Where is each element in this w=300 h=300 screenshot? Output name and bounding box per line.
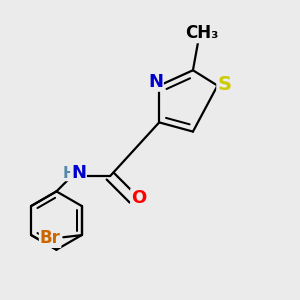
Text: N: N xyxy=(148,73,163,91)
Text: N: N xyxy=(71,164,86,182)
Text: Br: Br xyxy=(40,229,61,247)
Text: H: H xyxy=(62,166,75,181)
Text: O: O xyxy=(131,189,146,207)
Text: S: S xyxy=(217,75,231,94)
Text: CH₃: CH₃ xyxy=(185,24,218,42)
